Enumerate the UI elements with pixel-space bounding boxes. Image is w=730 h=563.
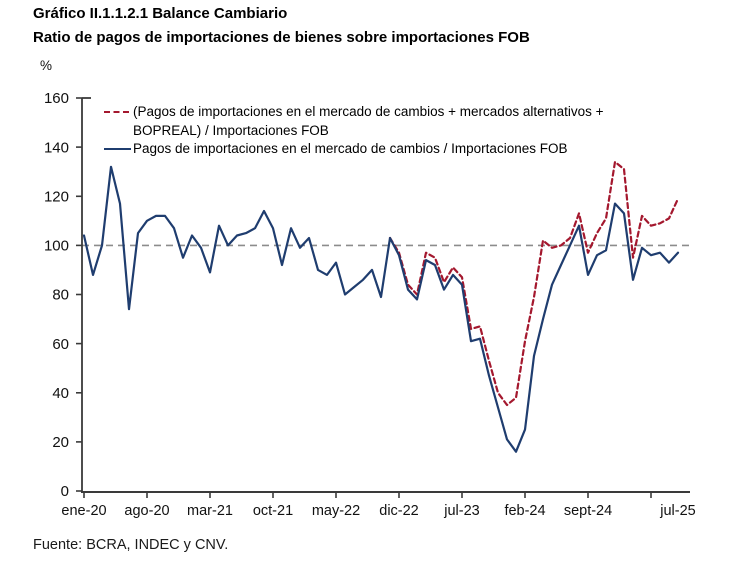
- y-axis-tick-label: 40: [52, 385, 69, 402]
- page-title: Gráfico II.1.1.2.1 Balance Cambiario: [33, 5, 288, 22]
- source-note: Fuente: BCRA, INDEC y CNV.: [33, 537, 229, 553]
- legend-entry-dashed-line2: BOPREAL) / Importaciones FOB: [133, 122, 329, 138]
- x-axis-tick-label: jul-25: [659, 503, 695, 519]
- y-axis-tick-label: 60: [52, 336, 69, 353]
- x-axis-tick-label: mar-21: [187, 503, 233, 519]
- dashed-line-marker-icon: [104, 111, 129, 113]
- legend-entry-solid-label: Pagos de importaciones en el mercado de …: [133, 141, 568, 156]
- legend-entry-dashed: (Pagos de importaciones en el mercado de…: [104, 103, 679, 140]
- series-line-solid: [82, 165, 680, 453]
- y-axis-tick-label: 0: [61, 483, 69, 500]
- x-axis-tick-label: dic-22: [379, 503, 419, 519]
- y-axis-tick-label: 100: [44, 238, 69, 255]
- page-subtitle: Ratio de pagos de importaciones de biene…: [33, 29, 530, 46]
- x-axis-tick-label: oct-21: [253, 503, 293, 519]
- legend-entry-solid: Pagos de importaciones en el mercado de …: [104, 140, 679, 159]
- y-axis-unit-label: %: [40, 58, 53, 73]
- x-axis-tick-label: feb-24: [504, 503, 545, 519]
- legend-entry-dashed-line1: (Pagos de importaciones en el mercado de…: [133, 104, 604, 119]
- y-axis-tick-label: 80: [52, 287, 69, 304]
- x-axis-tick-label: sept-24: [564, 503, 612, 519]
- x-axis-tick-label: ago-20: [124, 503, 169, 519]
- x-axis-tick-label: ene-20: [61, 503, 106, 519]
- legend: (Pagos de importaciones en el mercado de…: [104, 103, 679, 159]
- y-axis-tick-label: 120: [44, 188, 69, 205]
- x-axis-tick-label: may-22: [312, 503, 360, 519]
- y-axis-tick-label: 140: [44, 139, 69, 156]
- series-line-dashed: [388, 160, 680, 407]
- y-axis-tick-label: 160: [44, 90, 69, 107]
- solid-line-marker-icon: [104, 148, 131, 150]
- y-axis-tick-label: 20: [52, 434, 69, 451]
- x-axis-tick-label: jul-23: [443, 503, 479, 519]
